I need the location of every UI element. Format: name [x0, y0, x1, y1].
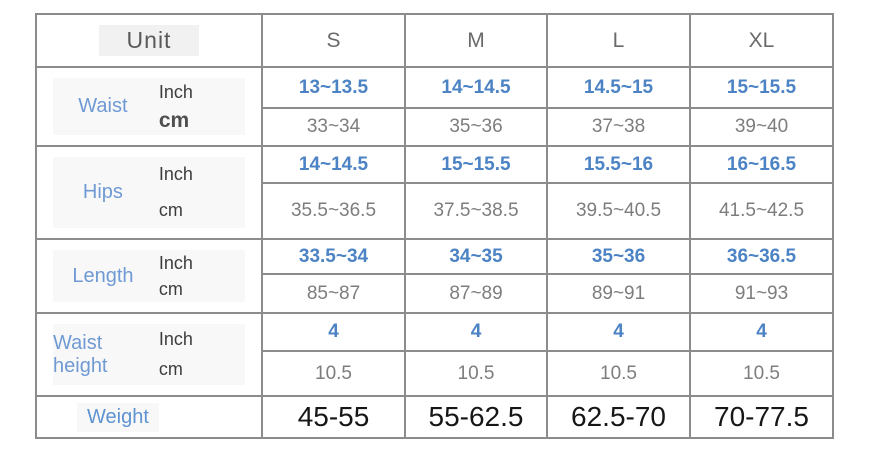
- measure-group-length: Length Inch cm: [37, 240, 261, 312]
- measure-label-patch: Length Inch cm: [53, 250, 245, 302]
- waist-inch-m: 14~14.5: [406, 68, 546, 107]
- length-inch-m: 34~35: [406, 240, 546, 273]
- waist-height-cm-xl: 10.5: [691, 352, 832, 395]
- waist-inch-xl: 15~15.5: [691, 68, 832, 107]
- unit-labels-box: Inch cm: [153, 324, 245, 385]
- hips-inch-l: 15.5~16: [548, 147, 689, 182]
- measure-name-waist-height: Waist height: [53, 331, 108, 377]
- size-header-xl: XL: [691, 15, 832, 66]
- hips-inch-s: 14~14.5: [263, 147, 404, 182]
- inch-unit-label: Inch: [158, 164, 193, 185]
- weight-label-cell: Weight: [37, 397, 261, 437]
- length-inch-s: 33.5~34: [263, 240, 404, 273]
- measure-group-waist-height: Waist height Inch cm: [37, 314, 261, 395]
- inch-unit-label: Inch: [158, 328, 193, 349]
- hips-inch-m: 15~15.5: [406, 147, 546, 182]
- cm-unit-label: cm: [158, 199, 183, 220]
- waist-inch-s: 13~13.5: [263, 68, 404, 107]
- size-header-m: M: [406, 15, 546, 66]
- measure-group-waist: Waist Inch cm: [37, 68, 261, 145]
- waist-inch-l: 14.5~15: [548, 68, 689, 107]
- waist-cm-xl: 39~40: [691, 109, 832, 145]
- cm-unit-label: cm: [158, 108, 190, 132]
- cm-unit-label: cm: [158, 359, 183, 380]
- waist-cm-m: 35~36: [406, 109, 546, 145]
- waist-height-inch-s: 4: [263, 314, 404, 350]
- hips-cm-l: 39.5~40.5: [548, 184, 689, 238]
- unit-labels-box: Inch cm: [153, 157, 245, 228]
- measure-name-waist: Waist: [78, 95, 128, 117]
- inch-unit-label: Inch: [158, 81, 193, 102]
- hips-inch-xl: 16~16.5: [691, 147, 832, 182]
- weight-value-l: 62.5-70: [548, 397, 689, 437]
- length-cm-l: 89~91: [548, 275, 689, 312]
- waist-height-cm-s: 10.5: [263, 352, 404, 395]
- hips-cm-s: 35.5~36.5: [263, 184, 404, 238]
- waist-cm-s: 33~34: [263, 109, 404, 145]
- hips-cm-xl: 41.5~42.5: [691, 184, 832, 238]
- unit-labels-box: Inch cm: [153, 250, 245, 302]
- waist-height-inch-l: 4: [548, 314, 689, 350]
- measure-label-patch: Waist Inch cm: [53, 78, 245, 135]
- weight-value-m: 55-62.5: [406, 397, 546, 437]
- waist-height-cm-l: 10.5: [548, 352, 689, 395]
- unit-header-label: Unit: [98, 25, 200, 56]
- measure-label-patch: Hips Inch cm: [53, 157, 245, 228]
- waist-height-inch-m: 4: [406, 314, 546, 350]
- waist-cm-l: 37~38: [548, 109, 689, 145]
- size-header-s: S: [263, 15, 404, 66]
- length-cm-m: 87~89: [406, 275, 546, 312]
- size-chart-table: Unit S M L XL Waist Inch cm 13~13.5 14~1…: [35, 13, 834, 439]
- length-inch-l: 35~36: [548, 240, 689, 273]
- unit-labels-box: Inch cm: [153, 78, 245, 135]
- length-cm-s: 85~87: [263, 275, 404, 312]
- measure-group-hips: Hips Inch cm: [37, 147, 261, 238]
- measure-name-hips: Hips: [82, 181, 123, 203]
- size-header-l: L: [548, 15, 689, 66]
- measure-label-patch: Waist height Inch cm: [53, 324, 245, 385]
- unit-header-cell: Unit: [37, 15, 261, 66]
- length-inch-xl: 36~36.5: [691, 240, 832, 273]
- weight-value-s: 45-55: [263, 397, 404, 437]
- cm-unit-label: cm: [158, 278, 183, 299]
- length-cm-xl: 91~93: [691, 275, 832, 312]
- hips-cm-m: 37.5~38.5: [406, 184, 546, 238]
- measure-name-length: Length: [72, 264, 134, 287]
- waist-height-cm-m: 10.5: [406, 352, 546, 395]
- waist-height-inch-xl: 4: [691, 314, 832, 350]
- weight-value-xl: 70-77.5: [691, 397, 832, 437]
- inch-unit-label: Inch: [158, 252, 193, 273]
- weight-label: Weight: [77, 402, 159, 432]
